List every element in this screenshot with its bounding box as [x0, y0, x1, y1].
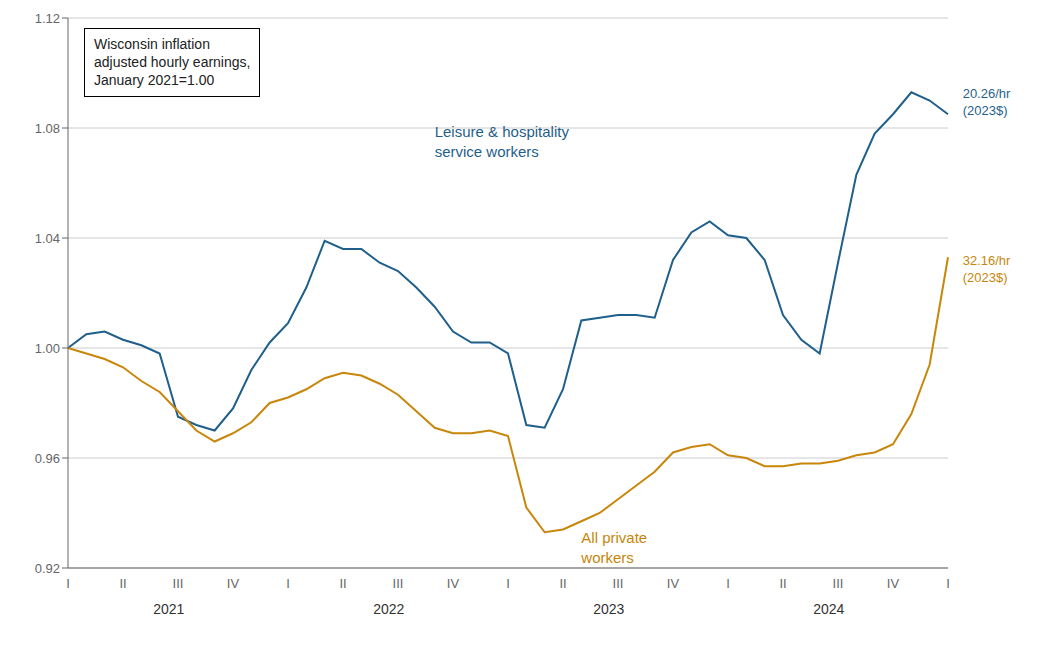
svg-text:IV: IV: [447, 576, 460, 591]
svg-text:All privateworkers: All privateworkers: [580, 529, 647, 566]
svg-text:I: I: [66, 576, 70, 591]
svg-text:III: III: [613, 576, 624, 591]
svg-text:32.16/hr(2023$): 32.16/hr(2023$): [963, 253, 1011, 285]
svg-text:IV: IV: [667, 576, 680, 591]
svg-text:Leisure & hospitalityservice w: Leisure & hospitalityservice workers: [435, 123, 570, 160]
html-text:Wisconsin inflation: Wisconsin inflation: [94, 36, 210, 52]
svg-text:II: II: [339, 576, 346, 591]
svg-text:III: III: [833, 576, 844, 591]
svg-text:II: II: [559, 576, 566, 591]
svg-text:IV: IV: [227, 576, 240, 591]
html-text:January 2021=1.00: January 2021=1.00: [94, 72, 215, 89]
svg-text:IV: IV: [887, 576, 900, 591]
svg-text:I: I: [726, 576, 730, 591]
html-text:adjusted hourly earnings,: adjusted hourly earnings,: [94, 54, 251, 71]
svg-text:20.26/hr(2023$): 20.26/hr(2023$): [963, 86, 1011, 118]
svg-text:0.96: 0.96: [35, 451, 60, 466]
svg-text:I: I: [286, 576, 290, 591]
svg-text:2021: 2021: [153, 601, 184, 617]
svg-text:I: I: [946, 576, 950, 591]
svg-text:1.00: 1.00: [35, 341, 60, 356]
svg-text:2024: 2024: [813, 601, 844, 617]
svg-text:2022: 2022: [373, 601, 404, 617]
svg-text:I: I: [506, 576, 510, 591]
svg-text:III: III: [393, 576, 404, 591]
svg-text:1.12: 1.12: [35, 11, 60, 26]
svg-text:II: II: [119, 576, 126, 591]
svg-text:II: II: [779, 576, 786, 591]
svg-text:1.08: 1.08: [35, 121, 60, 136]
svg-text:III: III: [173, 576, 184, 591]
svg-text:1.04: 1.04: [35, 231, 60, 246]
svg-text:0.92: 0.92: [35, 561, 60, 576]
svg-text:2023: 2023: [593, 601, 624, 617]
